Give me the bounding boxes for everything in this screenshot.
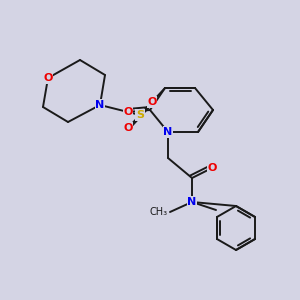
Text: O: O [123, 107, 133, 117]
Text: O: O [43, 73, 53, 83]
Text: O: O [147, 97, 157, 107]
Text: O: O [207, 163, 217, 173]
Text: N: N [188, 197, 196, 207]
Text: N: N [164, 127, 172, 137]
Text: CH₃: CH₃ [150, 207, 168, 217]
Text: S: S [136, 110, 144, 120]
Text: O: O [123, 123, 133, 133]
Text: N: N [95, 100, 105, 110]
